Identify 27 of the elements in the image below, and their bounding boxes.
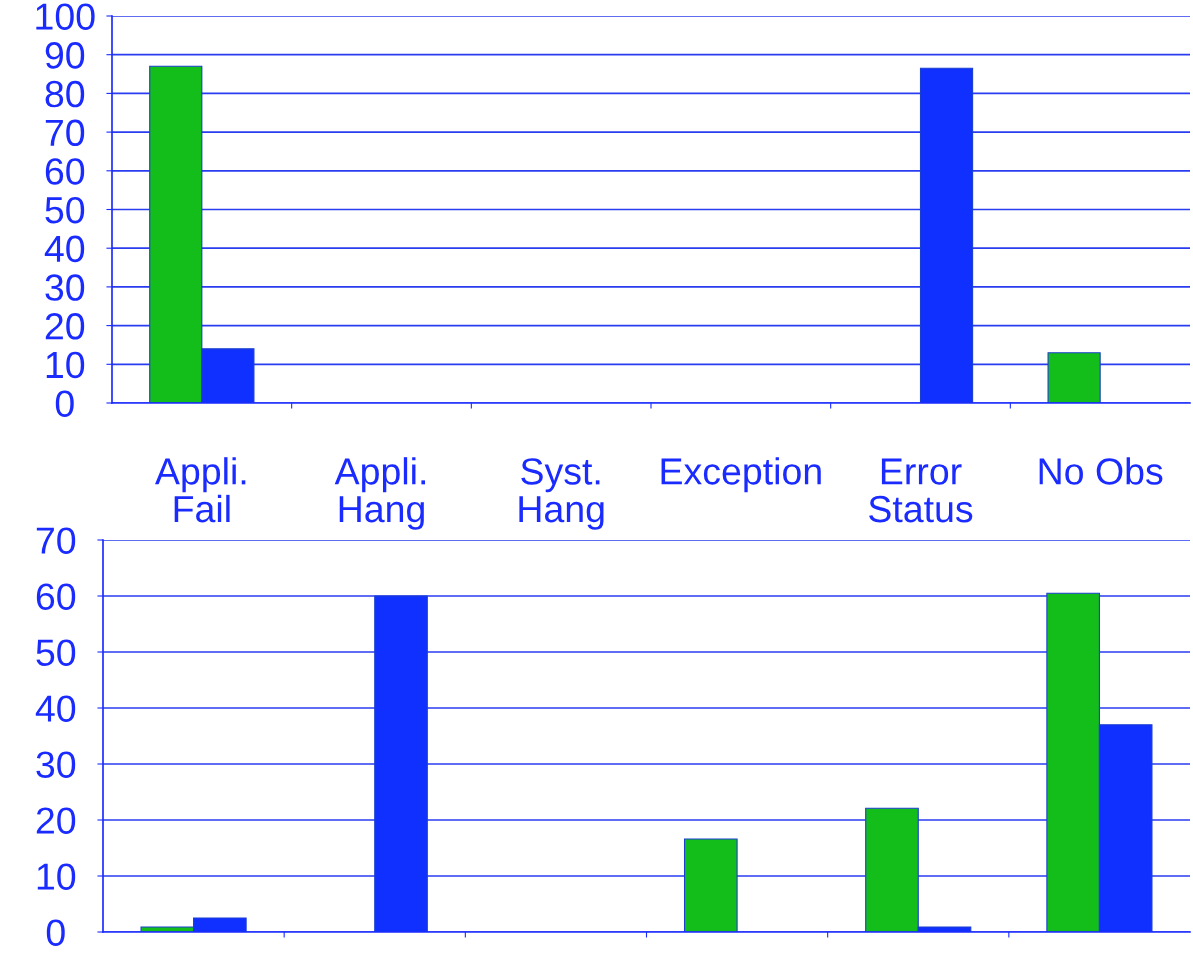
y-tick-label: 40 — [44, 235, 85, 263]
y-tick-label: 100 — [36, 3, 95, 30]
x-tick-label: Appli. Hang — [334, 457, 425, 530]
y-tick-label: 20 — [45, 313, 85, 340]
y-tick-label: 60 — [45, 158, 85, 185]
x-tick-label: Exception — [661, 457, 821, 493]
y-tick-label: 0 — [55, 390, 74, 417]
y-tick-label: 70 — [45, 119, 85, 147]
y-tick-label: 10 — [37, 863, 76, 890]
y-tick-label: 0 — [46, 919, 65, 946]
bar — [683, 838, 738, 932]
x-tick-label: Syst. Hang — [519, 458, 604, 530]
y-tick-label: 30 — [36, 751, 76, 778]
bar — [1047, 352, 1101, 403]
y-tick-label: 80 — [45, 80, 85, 108]
y-tick-label: 40 — [35, 695, 76, 722]
x-tick-label: Appli. Fail — [155, 457, 246, 523]
y-tick-label: 20 — [36, 807, 76, 834]
y-tick-label: 70 — [36, 527, 76, 554]
x-tick-label: Error Status — [869, 458, 973, 523]
x-tick-label: No Obs — [1039, 457, 1163, 485]
y-tick-label: 60 — [36, 583, 76, 610]
y-tick-label: 50 — [45, 196, 85, 224]
y-tick-label: 50 — [36, 639, 76, 666]
y-tick-label: 30 — [45, 274, 85, 301]
y-tick-label: 90 — [45, 42, 85, 69]
y-tick-label: 10 — [46, 351, 85, 379]
